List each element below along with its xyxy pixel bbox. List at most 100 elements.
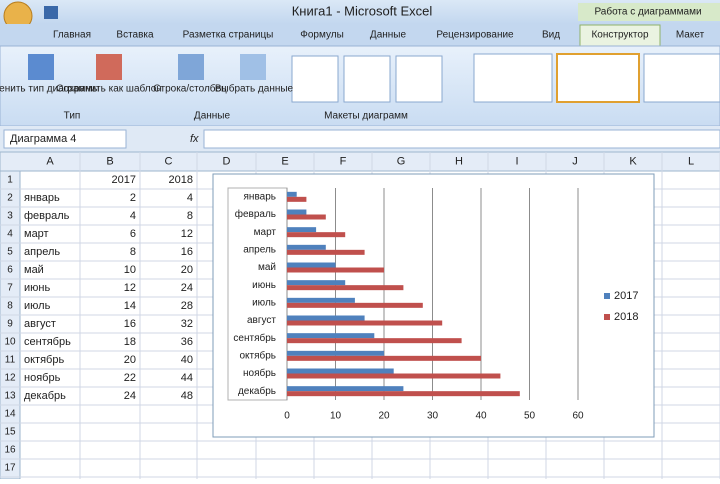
cell: 32 [181,318,193,330]
window-title: Книга1 - Microsoft Excel [292,3,433,18]
ribbon-button[interactable]: Строка/столбец [153,83,227,95]
legend-label: 2018 [614,311,638,323]
row-header: 12 [4,373,16,384]
column-header: J [572,155,578,167]
bar [287,285,404,291]
icon [28,54,54,80]
bar [287,368,394,374]
bar [287,262,336,268]
ribbon-tab[interactable]: Вид [542,30,560,41]
icon [240,54,266,80]
cell: май [24,264,44,276]
cell: 40 [181,354,193,366]
cell: 28 [181,300,193,312]
cell: июнь [24,282,50,294]
y-tick-label: май [258,262,276,273]
column-header: A [46,155,54,167]
column-header: F [340,155,347,167]
group-label: Данные [194,111,231,122]
context-tab: Работа с диаграммами [594,6,701,18]
style-thumb[interactable] [556,53,640,103]
style-thumb[interactable] [643,53,720,103]
cell: 12 [181,228,193,240]
bar [287,249,365,255]
column-header: D [223,155,231,167]
ribbon-button[interactable]: Выбрать данные [215,83,294,95]
bar [287,386,404,392]
y-tick-label: ноябрь [243,367,276,379]
column-header: C [165,155,173,167]
name-box[interactable] [3,129,127,149]
x-tick-label: 50 [524,411,536,422]
column-header: L [688,155,694,167]
bar [287,338,462,344]
icon [178,54,204,80]
cell: март [24,228,49,240]
bar [287,232,346,238]
cell: 22 [124,372,136,384]
row-header: 10 [4,337,16,348]
cell: 4 [130,210,136,222]
bar [287,302,423,308]
bar [287,244,326,250]
ribbon-tab[interactable]: Рецензирование [436,30,514,41]
row-header: 5 [7,247,13,258]
cell: 14 [124,300,136,312]
style-thumb[interactable] [473,53,553,103]
x-tick-label: 30 [427,411,439,422]
y-tick-label: январь [244,191,276,202]
x-tick-label: 20 [378,411,390,422]
formula-input[interactable] [203,129,720,149]
column-header: B [106,155,113,167]
layout-thumb[interactable] [291,55,339,103]
cell: 10 [124,264,136,276]
ribbon-tab[interactable]: Макет [676,30,705,41]
ribbon-button[interactable]: Сохранить как шаблон [56,83,162,95]
layout-thumb[interactable] [343,55,391,103]
cell: июль [24,300,51,312]
ribbon-tab[interactable]: Разметка страницы [183,30,274,41]
cell: 48 [181,390,193,402]
column-header: H [455,155,463,167]
row-header: 1 [7,175,13,186]
chart-area [212,173,655,438]
bar [287,227,317,233]
cell: 18 [124,336,136,348]
bar [287,191,297,197]
y-tick-label: июль [252,297,276,308]
bar [287,280,346,286]
ribbon-tab[interactable]: Формулы [300,30,344,41]
cell: сентябрь [24,336,71,348]
cell: 8 [130,246,136,258]
column-header: E [281,155,288,167]
x-tick-label: 60 [572,411,584,422]
ribbon-tab[interactable]: Главная [53,30,91,41]
name-box-text: Диаграмма 4 [10,133,76,145]
bar [287,391,520,397]
cell: 24 [124,390,136,402]
cell: ноябрь [24,372,61,384]
row-header: 9 [7,319,13,330]
y-tick-label: июнь [252,280,276,291]
row-header: 15 [4,427,16,438]
x-tick-label: 10 [330,411,342,422]
bar [287,350,384,356]
ribbon-tab[interactable]: Конструктор [591,30,648,41]
y-tick-label: декабрь [238,385,276,397]
row-header: 2 [7,193,13,204]
ribbon-button[interactable]: Изменить тип диаграммы [0,84,99,95]
row-header: 16 [4,445,16,456]
ribbon-tab[interactable]: Данные [370,30,407,41]
ribbon-tab[interactable]: Вставка [116,30,154,41]
cell: декабрь [24,390,66,402]
layout-thumb[interactable] [395,55,443,103]
cell: февраль [24,210,70,222]
tab-strip [0,24,720,46]
y-tick-label: апрель [243,244,276,255]
bar [287,297,355,303]
row-header: 6 [7,265,13,276]
cell: 16 [124,318,136,330]
save-icon[interactable] [44,6,58,19]
cell: 2017 [112,174,136,186]
